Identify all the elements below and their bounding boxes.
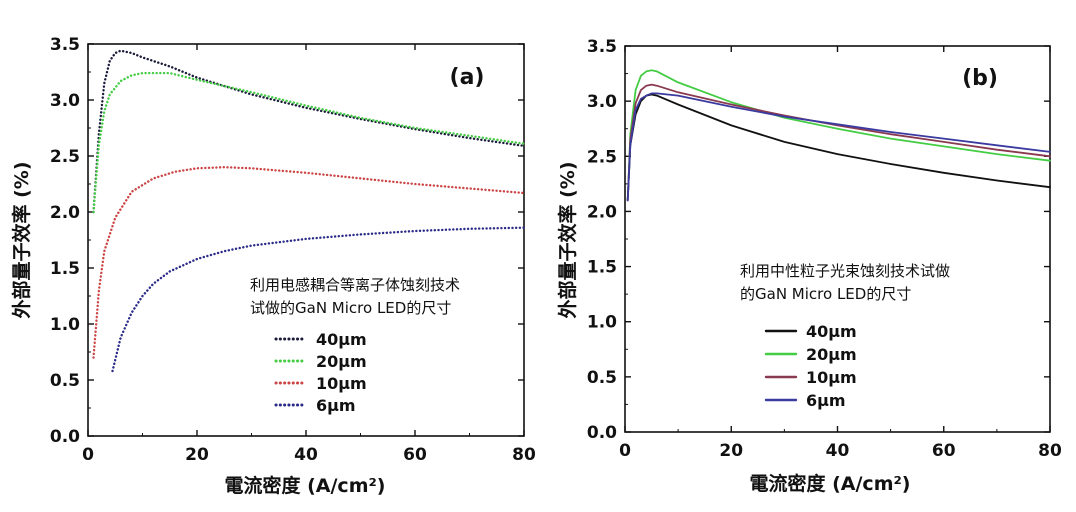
y-tick-label: 0.5 xyxy=(587,368,617,388)
legend-label: 20μm xyxy=(316,352,367,371)
legend-label: 20μm xyxy=(806,345,857,364)
y-tick-label: 2.0 xyxy=(587,202,617,222)
x-tick-label: 40 xyxy=(826,441,850,461)
y-tick-label: 2.0 xyxy=(50,203,80,223)
annotation-text: 利用电感耦合等离子体蚀刻技术 xyxy=(250,276,460,294)
y-axis-label: 外部量子效率 (%) xyxy=(10,161,33,318)
x-axis-label: 電流密度 (A/cm²) xyxy=(224,474,385,497)
y-tick-label: 0.5 xyxy=(50,371,80,391)
legend-label: 6μm xyxy=(806,391,846,410)
series-line-10um xyxy=(92,166,526,359)
x-tick-label: 0 xyxy=(619,441,631,461)
series-line-40um xyxy=(626,93,1051,202)
y-tick-label: 0.0 xyxy=(50,427,80,447)
y-tick-label: 3.5 xyxy=(50,35,80,55)
chart-panel-b: 0.0 0.5 1.0 1.5 2.0 2.5 3.0 3.5 0 20 40 60 80 (b) 利用中性… xyxy=(556,37,1062,495)
y-tick-label: 2.5 xyxy=(587,147,617,167)
series-line-40um xyxy=(92,49,526,214)
legend-label: 10μm xyxy=(316,374,367,393)
y-tick-label: 1.0 xyxy=(50,315,80,335)
series-line-6um xyxy=(626,92,1051,202)
panel-label: (a) xyxy=(450,65,485,90)
legend-label: 10μm xyxy=(806,368,857,387)
y-tick-label: 1.5 xyxy=(50,259,80,279)
x-tick-label: 0 xyxy=(82,445,94,465)
y-tick-label: 3.0 xyxy=(587,92,617,112)
y-tick-label: 0.0 xyxy=(587,423,617,443)
x-tick-label: 60 xyxy=(403,445,427,465)
x-tick-label: 20 xyxy=(719,441,743,461)
x-axis-label: 電流密度 (A/cm²) xyxy=(749,472,910,495)
x-tick-label: 80 xyxy=(1038,441,1062,461)
panel-label: (b) xyxy=(962,66,998,91)
series-line-20um xyxy=(626,69,1051,202)
y-tick-label: 2.5 xyxy=(50,147,80,167)
x-tick-label: 40 xyxy=(294,445,318,465)
legend-label: 6μm xyxy=(316,396,356,415)
chart-panel-a: 0.0 0.5 1.0 1.5 2.0 2.5 3.0 3.5 0 20 40 60 80 (a) 利用电感… xyxy=(10,35,536,497)
annotation-text: 试做的GaN Micro LED的尺寸 xyxy=(250,299,451,317)
y-axis-label: 外部量子效率 (%) xyxy=(556,161,579,318)
x-tick-label: 20 xyxy=(185,445,209,465)
y-tick-label: 3.5 xyxy=(587,37,617,57)
x-tick-label: 60 xyxy=(932,441,956,461)
legend-label: 40μm xyxy=(316,330,367,349)
series-line-10um xyxy=(626,83,1051,202)
y-tick-label: 3.0 xyxy=(50,91,80,111)
legend-label: 40μm xyxy=(806,322,857,341)
annotation-text: 利用中性粒子光束蚀刻技术试做 xyxy=(740,262,950,280)
annotation-text: 的GaN Micro LED的尺寸 xyxy=(740,285,911,303)
y-tick-label: 1.5 xyxy=(587,258,617,278)
x-tick-label: 80 xyxy=(512,445,536,465)
series-line-6um xyxy=(111,226,526,373)
series-line-20um xyxy=(92,71,526,214)
y-tick-label: 1.0 xyxy=(587,313,617,333)
